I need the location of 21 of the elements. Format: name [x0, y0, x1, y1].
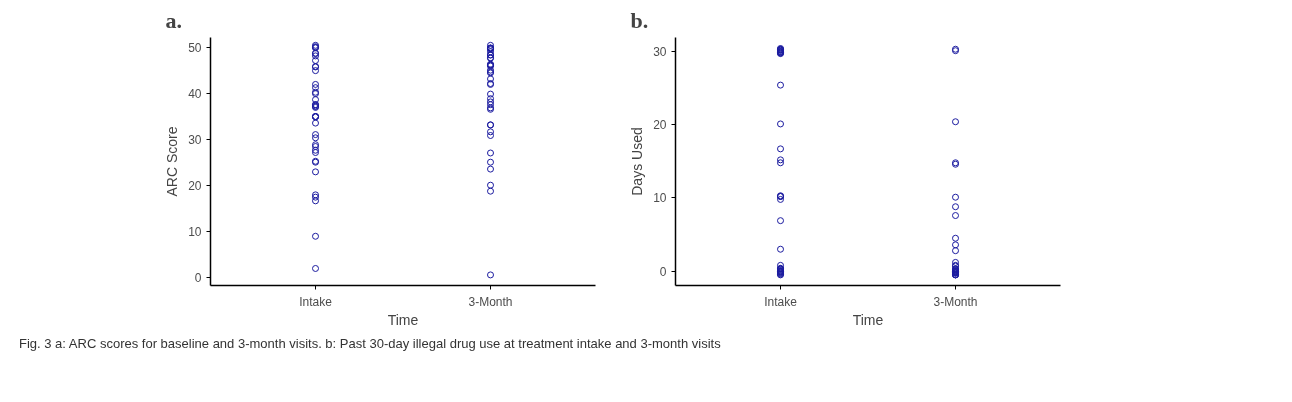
y-axis-title: ARC Score — [164, 126, 181, 197]
caption: Fig. 3 a: ARC scores for baseline and 3-month visits. b: Past 30-day illegal drug use at treatment intake and 3-month visits — [19, 335, 721, 353]
x-axis-title: Time — [852, 311, 884, 328]
x-tick-label: Intake — [299, 294, 333, 309]
x-tick-label: 3-Month — [933, 294, 978, 309]
y-tick-label: 20 — [653, 118, 667, 133]
y-tick-label: 0 — [194, 271, 202, 286]
x-axis-title: Time — [387, 311, 419, 328]
chart-title: b. — [630, 7, 649, 33]
y-tick-label: 40 — [188, 87, 202, 102]
y-tick-label: 30 — [653, 44, 667, 59]
y-tick-label: 10 — [653, 191, 667, 206]
x-tick-label: Intake — [764, 294, 798, 309]
y-tick-label: 50 — [188, 41, 202, 56]
y-tick-label: 10 — [188, 225, 202, 240]
y-tick-label: 30 — [188, 133, 202, 148]
chart-title: a. — [165, 7, 182, 33]
y-tick-label: 0 — [659, 264, 667, 279]
y-tick-label: 20 — [188, 179, 202, 194]
x-tick-label: 3-Month — [468, 294, 513, 309]
y-axis-title: Days Used — [629, 127, 646, 196]
